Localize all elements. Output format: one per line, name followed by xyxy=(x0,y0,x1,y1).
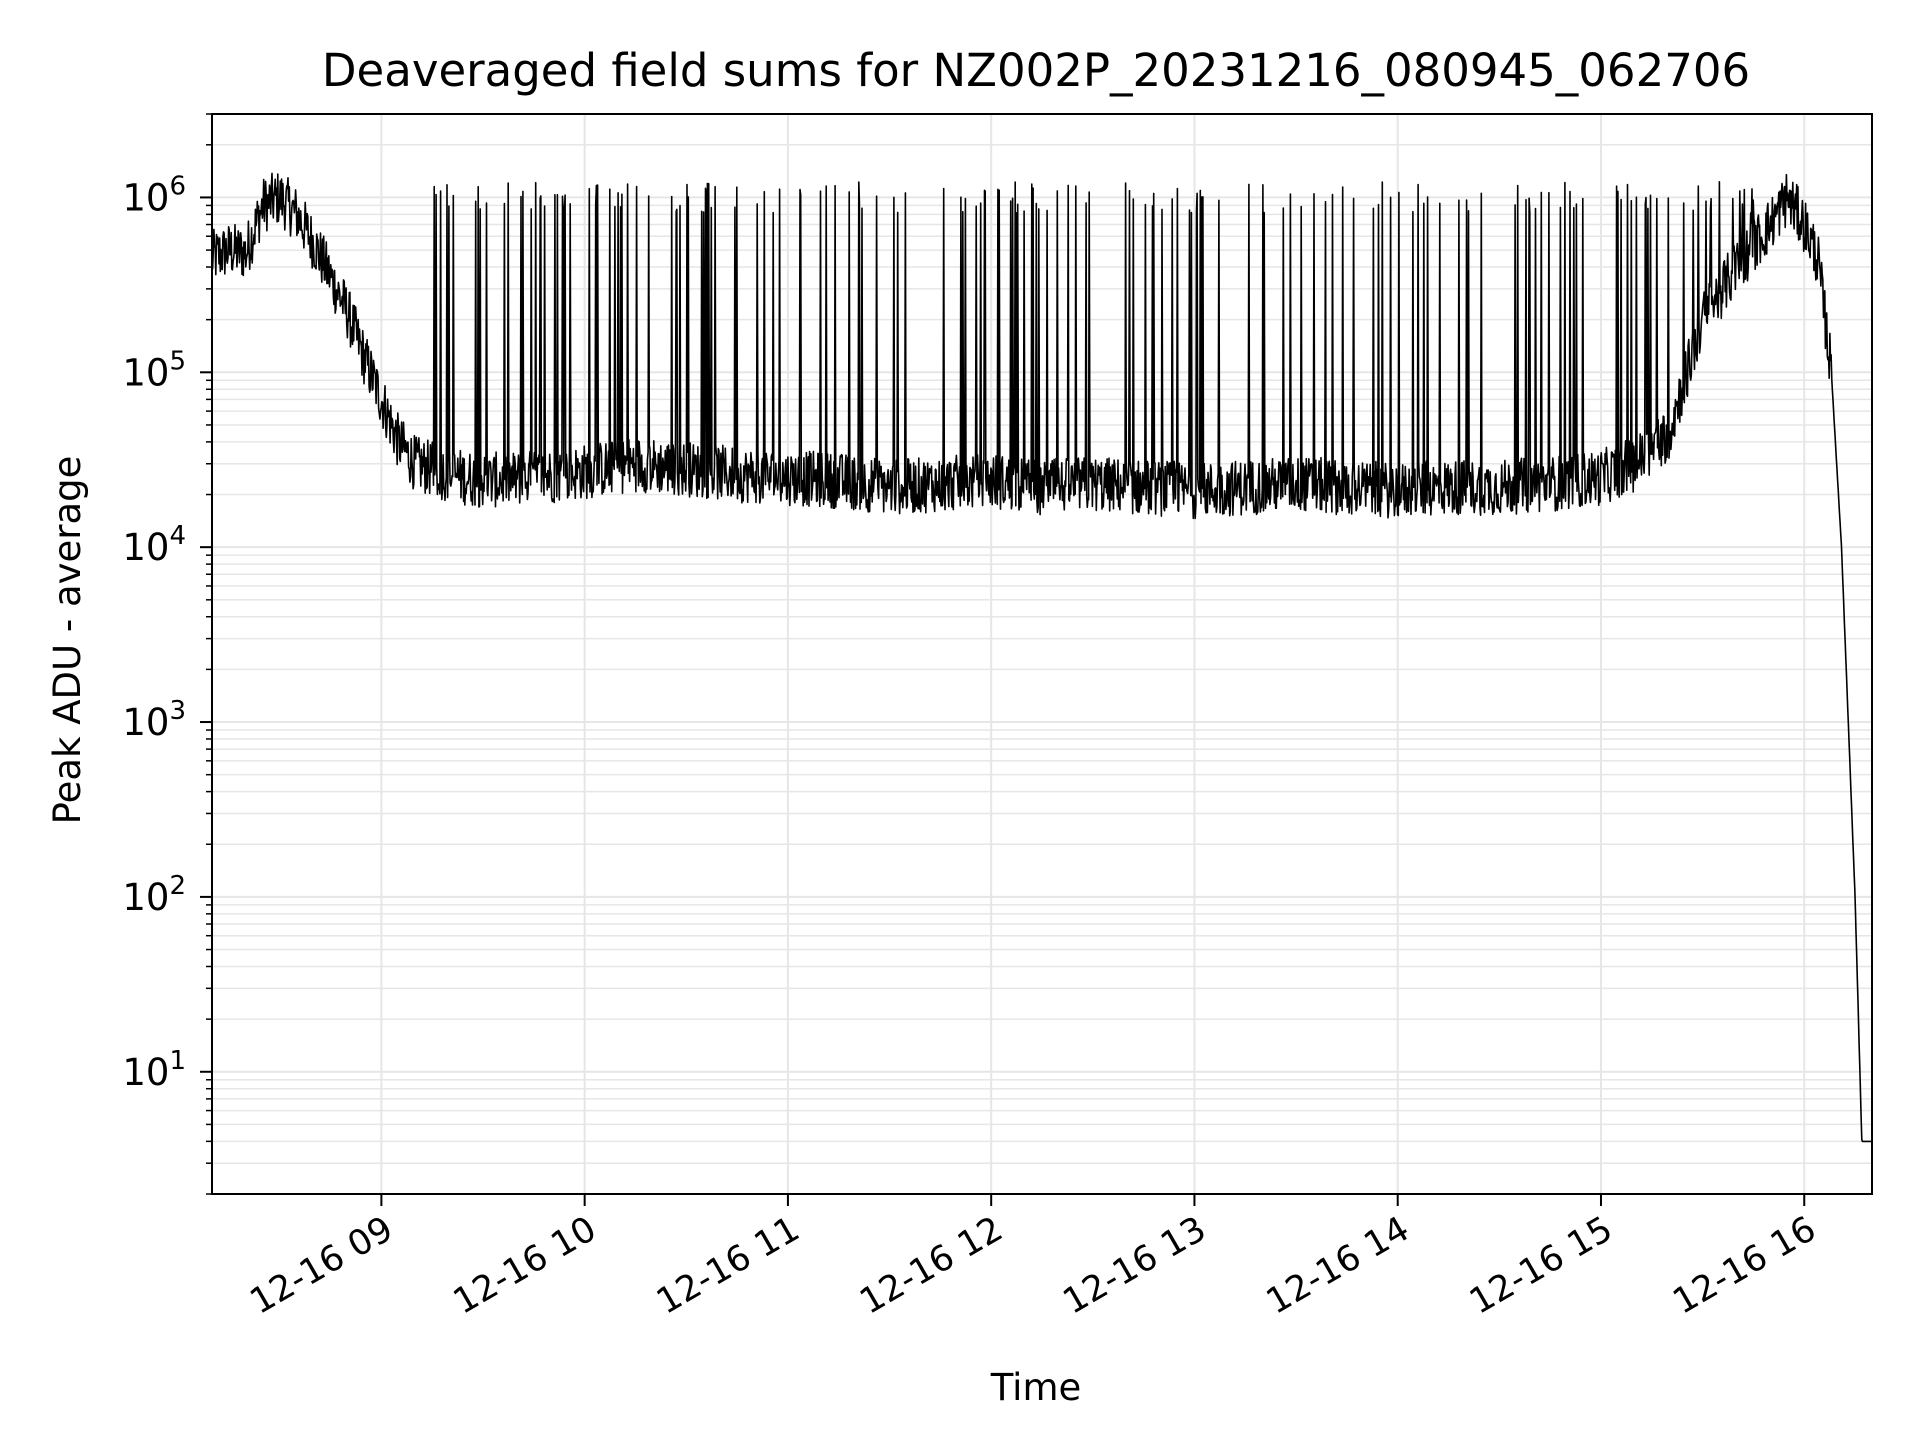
y-axis-label: Peak ADU - average xyxy=(46,456,89,825)
y-tick-label: 106 xyxy=(122,171,186,219)
y-tick-label: 104 xyxy=(122,521,186,569)
chart-title: Deaveraged field sums for NZ002P_2023121… xyxy=(322,44,1750,97)
y-tick-label: 103 xyxy=(122,696,186,744)
y-tick-label: 105 xyxy=(122,346,186,394)
series-line xyxy=(211,172,1873,1143)
y-tick-label: 102 xyxy=(122,871,186,919)
y-tick-label: 101 xyxy=(122,1046,186,1094)
data-line xyxy=(211,172,1873,1143)
grid-lines xyxy=(212,113,1872,1195)
x-axis-label: Time xyxy=(990,1366,1082,1409)
y-axis-ticks: 101 102 103 104 105 106 xyxy=(122,113,212,1195)
plot-area-frame xyxy=(211,113,1873,1195)
